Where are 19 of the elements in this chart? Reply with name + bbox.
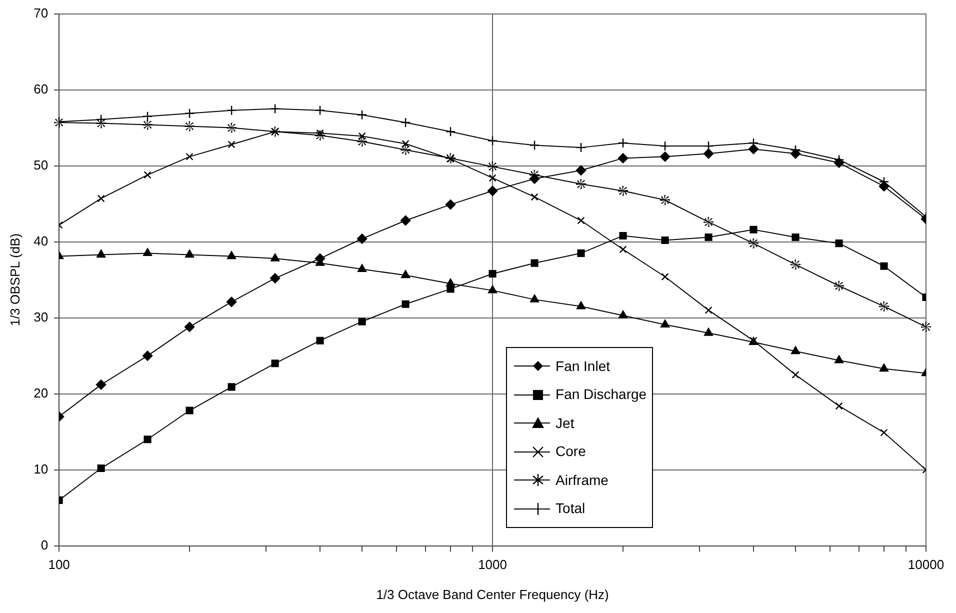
legend-label: Fan Discharge <box>556 385 647 404</box>
y-tick-label: 50 <box>34 157 48 172</box>
x-tick-label: 1000 <box>478 557 507 572</box>
legend-label: Total <box>556 499 586 518</box>
y-tick-label: 10 <box>34 461 48 476</box>
legend-label: Jet <box>556 414 574 433</box>
legend-label: Airframe <box>556 470 608 490</box>
y-tick-label: 60 <box>34 81 48 96</box>
y-tick-label: 40 <box>34 233 48 248</box>
y-axis-title: 1/3 OBSPL (dB) <box>7 233 22 326</box>
legend-label: Fan Inlet <box>556 356 610 376</box>
x-tick-label: 100 <box>48 557 70 572</box>
y-tick-label: 70 <box>34 5 48 20</box>
y-tick-label: 20 <box>34 385 48 400</box>
y-tick-label: 30 <box>34 309 48 324</box>
legend-label: Core <box>556 442 586 462</box>
y-tick-label: 0 <box>40 537 48 552</box>
x-axis-title: 1/3 Octave Band Center Frequency (Hz) <box>376 586 609 602</box>
x-tick-label: 10000 <box>908 557 944 572</box>
